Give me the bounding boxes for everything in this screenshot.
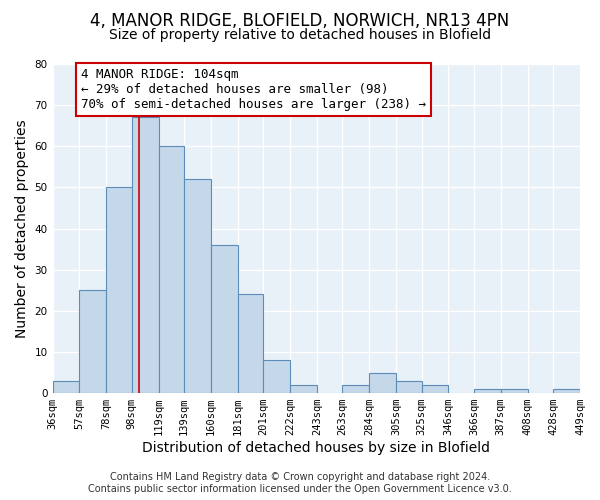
Bar (211, 245, 238, 393)
Bar (290, 385, 317, 393)
Bar (501, 389, 527, 393)
Y-axis label: Number of detached properties: Number of detached properties (15, 119, 29, 338)
Bar (79, 290, 106, 393)
Bar (396, 380, 422, 393)
Bar (238, 294, 263, 393)
Bar (53, 380, 79, 393)
Bar (106, 188, 132, 393)
Bar (474, 389, 501, 393)
Bar (263, 360, 290, 393)
X-axis label: Distribution of detached houses by size in Blofield: Distribution of detached houses by size … (142, 441, 490, 455)
Text: Size of property relative to detached houses in Blofield: Size of property relative to detached ho… (109, 28, 491, 42)
Bar (422, 385, 448, 393)
Text: 4, MANOR RIDGE, BLOFIELD, NORWICH, NR13 4PN: 4, MANOR RIDGE, BLOFIELD, NORWICH, NR13 … (91, 12, 509, 30)
Bar (184, 179, 211, 393)
Bar (553, 389, 580, 393)
Bar (132, 118, 158, 393)
Text: Contains HM Land Registry data © Crown copyright and database right 2024.
Contai: Contains HM Land Registry data © Crown c… (88, 472, 512, 494)
Bar (369, 372, 396, 393)
Bar (158, 146, 184, 393)
Bar (343, 385, 369, 393)
Text: 4 MANOR RIDGE: 104sqm
← 29% of detached houses are smaller (98)
70% of semi-deta: 4 MANOR RIDGE: 104sqm ← 29% of detached … (80, 68, 425, 111)
